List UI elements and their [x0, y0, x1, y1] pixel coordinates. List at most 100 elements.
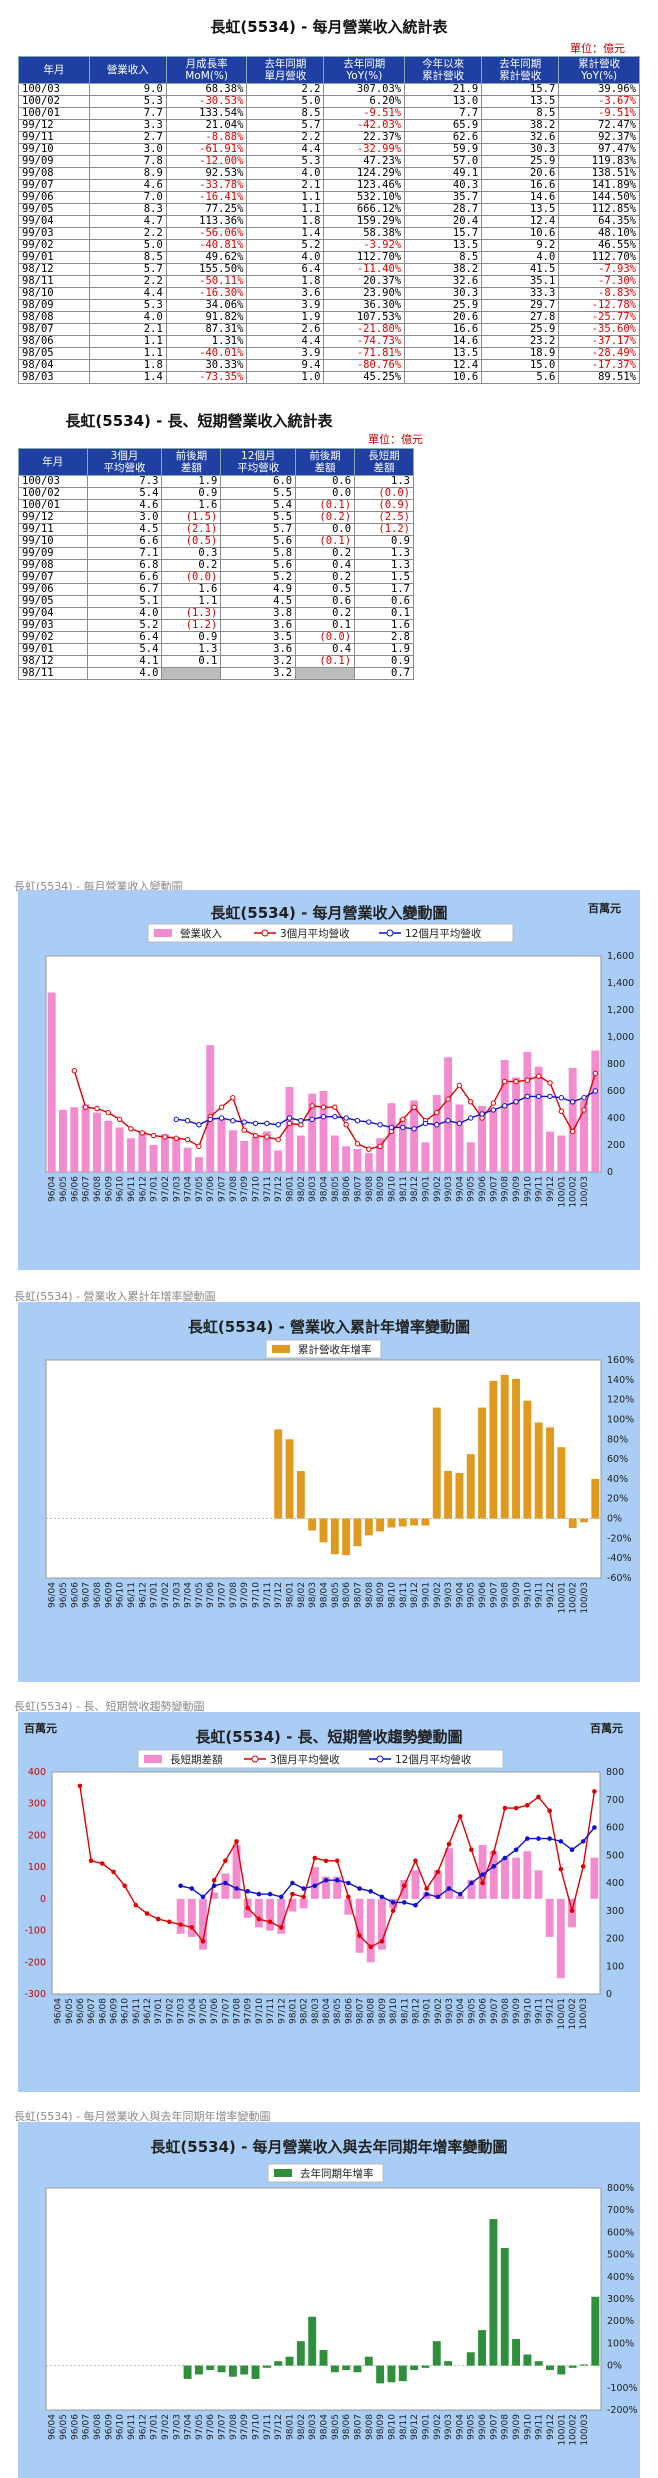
table-cell: 0.9 [354, 655, 414, 668]
series-point [218, 1115, 225, 1121]
series-point [400, 1116, 406, 1123]
table-cell: 4.0 [86, 607, 163, 620]
table-cell: 5.6 [481, 371, 560, 384]
series-point [580, 1839, 586, 1844]
revenue-bar [557, 1135, 566, 1172]
yoy-bar [512, 2338, 521, 2366]
table-cell: 99/01 [18, 643, 88, 656]
revenue-bar [455, 1104, 464, 1172]
y-tick-label: 60% [607, 1454, 628, 1465]
yoy-bar [410, 2365, 419, 2371]
series-point [323, 1877, 329, 1883]
table-cell: 99/05 [18, 203, 90, 216]
table-cell: 1.5 [354, 571, 414, 584]
x-tick-label: 98/01 [286, 1582, 296, 1608]
series-point [320, 1104, 327, 1110]
yoy-bar [489, 2219, 498, 2366]
y-tick-label: -300 [24, 1989, 46, 2000]
table-cell: -7.93% [558, 263, 640, 276]
series-point [513, 1099, 519, 1105]
x-tick-label: 99/07 [490, 1998, 500, 2024]
series-point [312, 1855, 318, 1861]
revenue-bar [478, 1105, 487, 1172]
y-tick-label: -20% [607, 1533, 632, 1544]
x-tick-label: 96/06 [70, 1176, 80, 1202]
table-row: 99/07 6.6 (0.0) 5.2 0.2 1.5 [18, 571, 414, 584]
y-tick-label: 400 [28, 1767, 46, 1778]
series-point [173, 1116, 179, 1123]
table-cell: 2.2 [88, 275, 167, 288]
table-cell: 0.2 [295, 607, 356, 620]
diff-bar [333, 1876, 342, 1899]
series-point [379, 1938, 385, 1944]
x-tick-label: 99/10 [523, 2414, 533, 2440]
table-cell: (0.1) [295, 535, 356, 548]
x-tick-label: 97/10 [252, 1582, 262, 1608]
series-point [592, 1070, 599, 1077]
x-tick-label: 97/10 [255, 1998, 265, 2024]
series-point [569, 1099, 576, 1105]
revenue-bar [523, 1051, 532, 1172]
table-cell: 32.6 [404, 275, 483, 288]
cum-yoy-bar [421, 1518, 430, 1526]
series-point [116, 1116, 123, 1123]
table-cell: 20.6 [481, 167, 560, 180]
table-cell: 98/08 [18, 311, 90, 324]
series-point [256, 1891, 262, 1897]
table-cell: 98/05 [18, 347, 90, 360]
revenue-bar [93, 1112, 101, 1172]
table-cell: 46.55% [558, 239, 640, 252]
table-cell: 8.5 [404, 251, 483, 264]
x-tick-label: 99/01 [423, 1998, 433, 2024]
revenue-bar [206, 1045, 215, 1172]
x-tick-label: 98/11 [399, 2414, 409, 2440]
x-tick-label: 98/06 [342, 1582, 352, 1608]
series-point [400, 1124, 406, 1131]
series-point [513, 1805, 519, 1811]
table-row: 99/04 4.7 113.36% 1.8 159.29% 20.4 12.4 64.35% [18, 215, 640, 228]
table-cell: -8.83% [558, 287, 640, 300]
table-cell: 99/06 [18, 583, 88, 596]
table-cell: 91.82% [165, 311, 248, 324]
table-cell: 25.9 [481, 155, 560, 168]
series-point [139, 1130, 145, 1136]
cum-yoy-bar [364, 1518, 373, 1536]
yoy-bar [580, 2364, 588, 2366]
table-cell: 15.7 [404, 227, 483, 240]
table-row: 98/11 2.2 -50.11% 1.8 20.37% 32.6 35.1 -7.30% [18, 275, 640, 288]
y-tick-label: -60% [607, 1573, 632, 1584]
series-point [525, 1836, 530, 1841]
legend-swatch [154, 929, 172, 937]
x-tick-label: 99/05 [467, 1176, 477, 1202]
table-cell: 99/09 [18, 155, 90, 168]
legend-label: 去年同期年增率 [300, 2167, 374, 2180]
series-point [105, 1109, 111, 1116]
table-cell: 68.38% [165, 83, 248, 96]
revenue-bar [81, 1104, 90, 1172]
x-tick-label: 99/03 [444, 1176, 454, 1202]
col-header: 去年同期 YoY(%) [323, 56, 406, 84]
diff-bar [378, 1898, 386, 1950]
diff-bar [344, 1898, 353, 1915]
table-cell: 64.35% [558, 215, 640, 228]
series-point [502, 1855, 508, 1861]
series-point [480, 1872, 485, 1877]
revenue-bar [104, 1120, 113, 1172]
cum-yoy-bar [410, 1518, 419, 1526]
series-point [424, 1886, 429, 1891]
table1-title: 長虹(5534) - 每月營業收入統計表 [210, 18, 448, 36]
table-cell: -21.80% [323, 323, 406, 336]
x-tick-label: 97/02 [161, 2414, 171, 2440]
table-cell: 99/08 [18, 559, 88, 572]
revenue-bar [194, 1157, 203, 1172]
x-tick-label: 100/01 [557, 1176, 567, 1208]
x-tick-label: 99/12 [546, 2414, 556, 2440]
table-cell: 5.6 [220, 559, 297, 572]
series-point [196, 1122, 202, 1128]
y-tick-label: 0 [40, 1894, 46, 1905]
series-point [218, 1104, 225, 1110]
table-cell: 98/09 [18, 299, 90, 312]
table-cell: 0.6 [295, 595, 356, 608]
x-tick-label: 99/12 [546, 1582, 556, 1608]
legend-marker [376, 1755, 384, 1763]
